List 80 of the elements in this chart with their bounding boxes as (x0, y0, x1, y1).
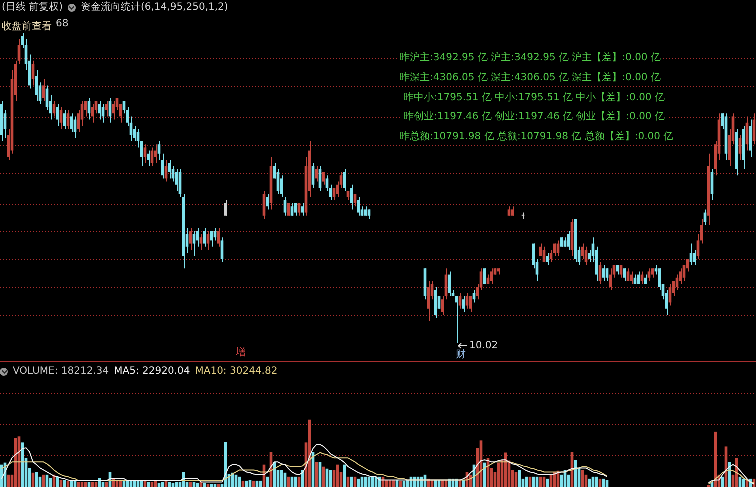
candlestick (511, 206, 514, 216)
candlestick (144, 144, 147, 164)
candlestick (301, 203, 304, 216)
candlestick (490, 268, 494, 285)
candlestick (189, 228, 192, 250)
candlestick (168, 160, 172, 180)
candlestick (626, 268, 630, 282)
candlestick (42, 79, 46, 102)
candlestick (175, 168, 178, 192)
candlestick (284, 196, 287, 216)
chart-subtitle: 资金流向统计(6,14,95,250,1,2) (80, 2, 228, 14)
candlestick (620, 265, 623, 278)
annotation: 10.02 (470, 340, 498, 352)
annotation: 昨深主:4306.05 亿 深主:4306.05 亿 深主【差】:0.00 亿 (400, 72, 661, 84)
candlestick (542, 246, 546, 263)
candlestick (287, 203, 290, 216)
chart-title: (日线 前复权) (2, 2, 63, 14)
annotation: 昨总额:10791.98 亿 总额:10791.98 亿 总额【差】:0.00 亿 (400, 130, 674, 143)
candlestick (690, 243, 693, 266)
candlestick (602, 265, 606, 282)
bar (518, 470, 522, 487)
bar (318, 462, 322, 487)
candlestick (200, 234, 203, 250)
candlestick (584, 246, 588, 266)
bar (329, 470, 332, 487)
candlestick (206, 230, 210, 250)
candlestick (60, 106, 63, 130)
candlestick (332, 188, 336, 201)
text: 68 (56, 18, 69, 30)
candlestick (693, 250, 696, 266)
bar (280, 470, 284, 487)
candlestick (56, 104, 60, 126)
candlestick (623, 268, 626, 282)
candlestick (203, 228, 206, 248)
candlestick (322, 172, 326, 186)
candlestick (466, 292, 469, 310)
text: MA10: 30244.82 (195, 366, 278, 378)
candlestick (441, 296, 444, 316)
candlestick (290, 203, 294, 216)
candlestick (298, 203, 301, 216)
candlestick (217, 228, 220, 248)
candlestick (546, 252, 550, 266)
candlestick (567, 230, 570, 250)
candlestick (346, 190, 350, 201)
candlestick (66, 110, 70, 130)
candlestick (192, 230, 196, 257)
candlestick (70, 113, 74, 133)
candlestick (508, 206, 511, 216)
annotation: 昨创业:1197.46 亿 创业:1197.46 亿 创业【差】:0.00 亿 (404, 110, 665, 123)
candlestick (462, 296, 466, 312)
bar (514, 472, 518, 487)
text: MA5: 22920.04 (114, 366, 190, 378)
candlestick (220, 237, 224, 263)
candlestick (427, 280, 430, 322)
candlestick (648, 268, 651, 282)
candlestick (294, 203, 298, 216)
candlestick (88, 98, 91, 120)
candlestick (651, 268, 654, 278)
bar (315, 462, 318, 487)
candlestick (158, 141, 161, 161)
text: 收盘前查看 (2, 20, 52, 33)
candlestick (458, 292, 462, 310)
candlestick (606, 268, 609, 282)
candlestick (368, 209, 371, 220)
bar (35, 472, 38, 487)
bar (581, 470, 584, 487)
candlestick (354, 194, 357, 208)
candlestick (560, 237, 564, 248)
text: 增 (235, 346, 246, 359)
annotation: 昨中小:1795.51 亿 中小:1795.51 亿 中小【差】:0.00 亿 (404, 92, 665, 104)
candlestick (224, 200, 228, 216)
candlestick (262, 190, 266, 220)
candlestick (469, 296, 472, 312)
text: VOLUME: 18212.34 (13, 366, 110, 378)
annotation: 昨沪主:3492.95 亿 沪主:3492.95 亿 沪主【差】:0.00 亿 (400, 52, 661, 64)
text: 财 (456, 348, 466, 361)
candlestick (357, 196, 360, 216)
candlestick (364, 206, 368, 216)
candlestick (63, 110, 66, 130)
candlestick (564, 237, 567, 248)
